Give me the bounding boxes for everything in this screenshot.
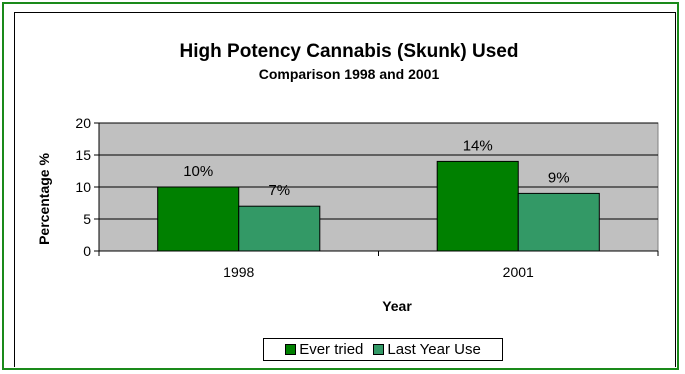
plot-area: 0 5 10 15 20 10% 7% 1998 14% 9% 2001 — [75, 115, 659, 280]
data-label-ever-tried-1998: 10% — [183, 163, 213, 180]
data-label-ever-tried-2001: 14% — [463, 137, 493, 154]
x-axis-title: Year — [382, 298, 412, 314]
bar-ever-tried-2001 — [436, 160, 519, 252]
legend-item-ever-tried: Ever tried — [285, 341, 363, 358]
bar-ever-tried-1998 — [157, 186, 240, 252]
chart-legend: Ever tried Last Year Use — [263, 338, 503, 361]
legend-swatch-ever-tried — [285, 344, 297, 355]
y-tick-label-5: 5 — [83, 211, 91, 227]
data-label-last-year-use-1998: 7% — [268, 182, 290, 199]
bar-last-year-use-1998 — [238, 205, 321, 252]
y-tick-label-15: 15 — [75, 147, 91, 163]
data-label-last-year-use-2001: 9% — [548, 169, 570, 186]
legend-swatch-last-year-use — [373, 344, 385, 355]
bar-last-year-use-2001 — [517, 192, 600, 252]
y-tick-label-10: 10 — [75, 179, 91, 195]
x-tick-label-2001: 2001 — [503, 264, 534, 280]
y-tick-label-20: 20 — [75, 115, 91, 131]
legend-label-ever-tried: Ever tried — [299, 341, 364, 358]
chart-title: High Potency Cannabis (Skunk) Used — [180, 41, 519, 62]
chart-subtitle: Comparison 1998 and 2001 — [259, 66, 440, 82]
x-tick-label-1998: 1998 — [223, 264, 254, 280]
y-tick-label-0: 0 — [83, 243, 91, 259]
bar-chart: High Potency Cannabis (Skunk) Used Compa… — [36, 41, 659, 314]
chart-area: High Potency Cannabis (Skunk) Used Compa… — [14, 12, 676, 367]
legend-item-last-year-use: Last Year Use — [373, 341, 481, 358]
legend-label-last-year-use: Last Year Use — [387, 341, 481, 358]
y-axis-title: Percentage % — [36, 153, 52, 245]
